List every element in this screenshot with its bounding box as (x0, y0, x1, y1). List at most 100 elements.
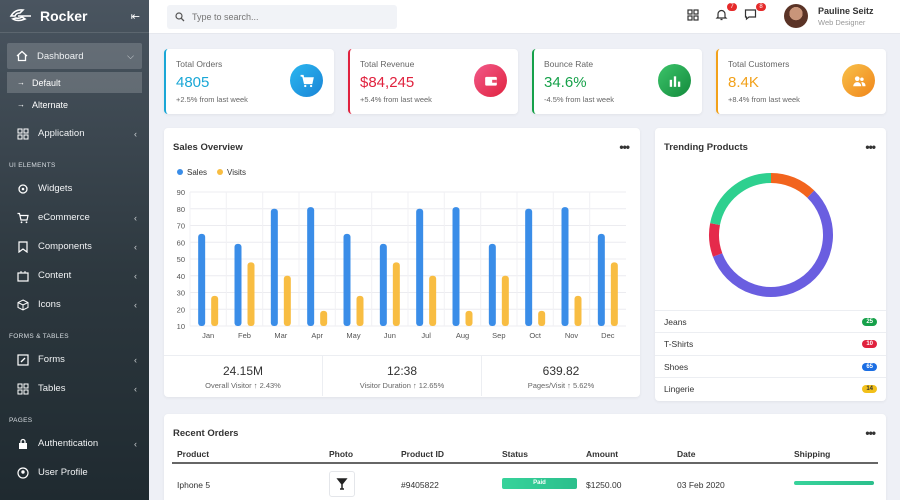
bar-visits-dec[interactable] (610, 262, 618, 326)
column-header[interactable]: Date (677, 449, 696, 459)
column-header[interactable]: Photo (329, 449, 354, 459)
bar-sales-jun[interactable] (379, 243, 387, 326)
sidebar-item-tables[interactable]: Tables ‹ (0, 374, 149, 403)
sidebar-item-content[interactable]: Content ‹ (0, 261, 149, 290)
avatar[interactable] (784, 4, 808, 28)
sidebar-subitem-default[interactable]: → Default (7, 72, 142, 93)
bar-visits-apr[interactable] (320, 310, 328, 326)
chevron-left-icon: ‹ (134, 212, 137, 223)
bar-sales-jul[interactable] (416, 208, 424, 326)
product-name: Shoes (664, 361, 689, 372)
stat-card-total-orders: Total Orders 4805 +2.5% from last week (164, 49, 334, 114)
more-options-icon[interactable]: ••• (865, 426, 876, 440)
legend-label: Visits (227, 168, 246, 177)
trending-item-shoes[interactable]: Shoes 65 (655, 355, 886, 377)
sidebar-item-widgets[interactable]: Widgets (0, 174, 149, 203)
x-tick-label: Apr (311, 331, 323, 340)
search-input[interactable] (192, 12, 382, 22)
column-header[interactable]: Shipping (794, 449, 831, 459)
brand-name: Rocker (40, 8, 88, 24)
sidebar-item-dashboard[interactable]: Dashboard ⌵ (7, 43, 142, 69)
sidebar-item-authentication[interactable]: Authentication ‹ (0, 429, 149, 458)
bar-visits-jan[interactable] (211, 295, 219, 326)
y-tick-label: 90 (177, 188, 185, 197)
sidebar-item-forms[interactable]: Forms ‹ (0, 345, 149, 374)
y-tick-label: 40 (177, 272, 185, 281)
product-name: Lingerie (664, 383, 695, 394)
sidebar-item-icons[interactable]: Icons ‹ (0, 290, 149, 319)
bar-sales-jan[interactable] (198, 233, 206, 326)
sidebar-item-application[interactable]: Application ‹ (0, 119, 149, 148)
bar-visits-oct[interactable] (538, 310, 546, 326)
more-options-icon[interactable]: ••• (619, 140, 630, 154)
column-header[interactable]: Amount (586, 449, 619, 459)
bar-sales-apr[interactable] (307, 207, 315, 326)
bell-icon[interactable]: 7 (715, 3, 737, 24)
arrow-right-icon: → (17, 78, 25, 87)
stat-card-total-customers: Total Customers 8.4K +8.4% from last wee… (716, 49, 886, 114)
bar-visits-feb[interactable] (247, 262, 255, 326)
donut-slice-lingerie[interactable] (770, 173, 815, 198)
legend-item-sales[interactable]: Sales (177, 168, 207, 177)
bar-visits-sep[interactable] (501, 275, 509, 326)
column-header[interactable]: Status (502, 449, 528, 459)
trending-donut-chart (709, 173, 833, 297)
bar-visits-jul[interactable] (429, 275, 437, 326)
user-icon (16, 466, 30, 480)
bar-sales-sep[interactable] (488, 243, 496, 326)
bar-sales-mar[interactable] (270, 208, 278, 326)
stat-title: Total Customers (728, 59, 790, 69)
content-icon (16, 269, 30, 283)
message-icon[interactable]: 8 (744, 3, 766, 24)
stat-value: $84,245 (360, 74, 415, 91)
bar-sales-may[interactable] (343, 233, 351, 326)
bar-visits-mar[interactable] (283, 275, 291, 326)
topbar: 7 8 Pauline Seitz Web Designer (149, 0, 900, 34)
bar-visits-jun[interactable] (392, 262, 400, 326)
column-header[interactable]: Product (177, 449, 210, 459)
trending-item-lingerie[interactable]: Lingerie 14 (655, 377, 886, 399)
sidebar-item-label: Icons (38, 299, 61, 310)
more-options-icon[interactable]: ••• (865, 140, 876, 154)
search-box[interactable] (167, 5, 397, 29)
x-tick-label: Jun (384, 331, 396, 340)
sidebar-item-components[interactable]: Components ‹ (0, 232, 149, 261)
product-count-badge: 14 (862, 384, 877, 393)
sidebar-toggle-icon[interactable]: ⇤ (130, 10, 140, 23)
sidebar-item-user-profile[interactable]: User Profile (0, 458, 149, 487)
sidebar-item-ecommerce[interactable]: eCommerce ‹ (0, 203, 149, 232)
legend-item-visits[interactable]: Visits (217, 168, 246, 177)
stat-card-bounce-rate: Bounce Rate 34.6% -4.5% from last week (532, 49, 702, 114)
user-name: Pauline Seitz (818, 6, 874, 16)
bar-sales-oct[interactable] (525, 208, 533, 326)
cell-product: Iphone 5 (177, 480, 211, 490)
edit-icon (16, 353, 30, 367)
summary-overall-visitor: 24.15M Overall Visitor ↑ 2.43% (164, 355, 322, 396)
trending-item-jeans[interactable]: Jeans 25 (655, 310, 886, 332)
product-photo[interactable] (329, 471, 355, 497)
bar-sales-aug[interactable] (452, 207, 460, 326)
bar-sales-feb[interactable] (234, 243, 242, 326)
donut-slice-jeans[interactable] (710, 173, 772, 226)
bar-sales-dec[interactable] (597, 233, 605, 326)
card-title: Trending Products (664, 142, 748, 153)
donut-slice-t-shirts[interactable] (709, 223, 723, 257)
bar-visits-may[interactable] (356, 295, 364, 326)
sidebar-item-label: Content (38, 270, 72, 281)
apps-icon[interactable] (687, 8, 703, 24)
grid-icon (16, 127, 30, 141)
column-header[interactable]: Product ID (401, 449, 444, 459)
trending-item-tshirts[interactable]: T-Shirts 10 (655, 332, 886, 354)
bar-visits-nov[interactable] (574, 295, 582, 326)
sidebar-subitem-alternate[interactable]: → Alternate (7, 94, 142, 115)
y-tick-label: 70 (177, 222, 185, 231)
bar-sales-nov[interactable] (561, 207, 569, 326)
bar-visits-aug[interactable] (465, 310, 473, 326)
stat-value: 34.6% (544, 74, 587, 91)
x-tick-label: Feb (238, 331, 251, 340)
donut-slice-shoes[interactable] (712, 190, 833, 297)
sidebar-item-label: Dashboard (37, 50, 84, 62)
stat-value: 8.4K (728, 74, 759, 91)
sidebar-item-label: Authentication (38, 438, 99, 449)
y-tick-label: 30 (177, 289, 185, 298)
